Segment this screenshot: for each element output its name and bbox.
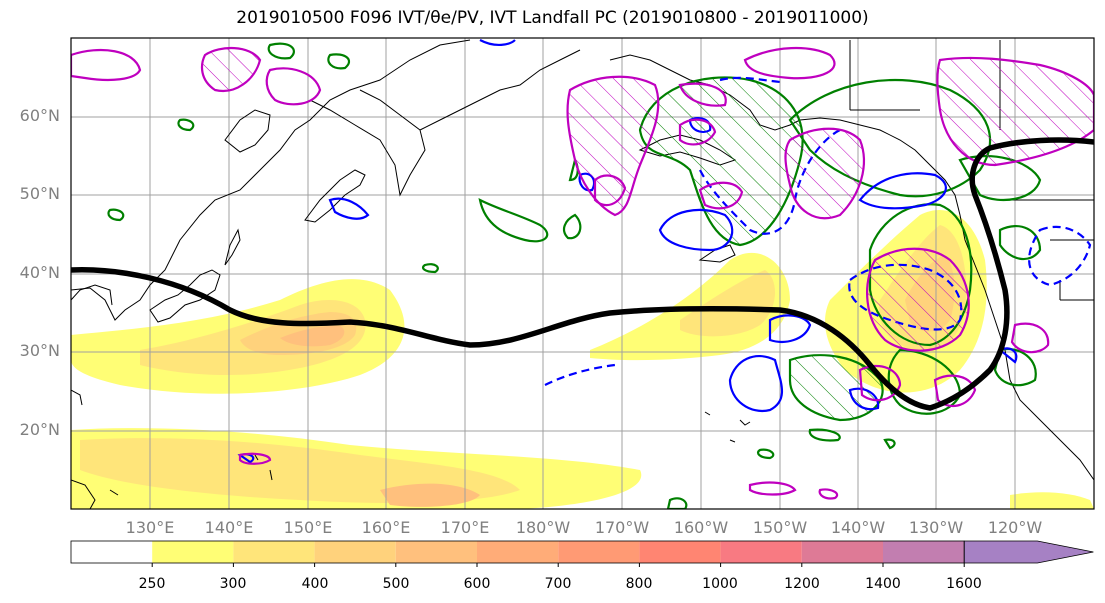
- lon-label-130w: 130°W: [908, 518, 964, 537]
- pv-contours: [237, 39, 1018, 464]
- lon-label-140e: 140°E: [204, 518, 254, 537]
- colorbar: [70, 540, 1094, 567]
- pv-hatched-contours: [71, 46, 1094, 500]
- colorbar-label-500: 500: [382, 576, 410, 592]
- colorbar-segment: [720, 541, 802, 563]
- lon-label-150w: 150°W: [752, 518, 808, 537]
- lon-label-160e: 160°E: [361, 518, 411, 537]
- lat-label-20n: 20°N: [19, 420, 60, 439]
- colorbar-label-400: 400: [301, 576, 329, 592]
- colorbar-label-700: 700: [544, 576, 572, 592]
- colorbar-label-600: 600: [463, 576, 491, 592]
- colorbar-segment: [477, 541, 559, 563]
- colorbar-label-300: 300: [219, 576, 247, 592]
- colorbar-segment: [558, 541, 640, 563]
- ivt-landfall-contour: [71, 137, 1094, 411]
- colorbar-segment: [395, 541, 477, 563]
- lon-label-150e: 150°E: [283, 518, 333, 537]
- colorbar-frame: [70, 540, 965, 564]
- lat-label-40n: 40°N: [19, 263, 60, 282]
- colorbar-label-800: 800: [625, 576, 653, 592]
- lon-label-170w: 170°W: [594, 518, 650, 537]
- colorbar-extend-arrow: [963, 540, 1094, 564]
- lon-label-120w: 120°W: [987, 518, 1043, 537]
- colorbar-label-250: 250: [138, 576, 166, 592]
- lon-label-140w: 140°W: [830, 518, 886, 537]
- lon-label-180w: 180°W: [515, 518, 571, 537]
- lat-label-50n: 50°N: [19, 184, 60, 203]
- lon-label-130e: 130°E: [125, 518, 175, 537]
- lat-label-30n: 30°N: [19, 341, 60, 360]
- colorbar-segment: [801, 541, 883, 563]
- map-frame: [70, 37, 1095, 510]
- colorbar-label-1200: 1200: [784, 576, 820, 592]
- colorbar-segment: [883, 541, 965, 563]
- colorbar-label-1400: 1400: [865, 576, 901, 592]
- lat-label-60n: 60°N: [19, 106, 60, 125]
- colorbar-label-1000: 1000: [702, 576, 738, 592]
- colorbar-segment: [314, 541, 396, 563]
- lon-label-160w: 160°W: [673, 518, 729, 537]
- colorbar-segment: [152, 541, 234, 563]
- figure-title: 2019010500 F096 IVT/θe/PV, IVT Landfall …: [236, 8, 869, 28]
- lon-label-170e: 170°E: [440, 518, 490, 537]
- colorbar-segment: [71, 541, 153, 563]
- colorbar-label-1600: 1600: [946, 576, 982, 592]
- colorbar-segment: [233, 541, 315, 563]
- colorbar-segment: [639, 541, 721, 563]
